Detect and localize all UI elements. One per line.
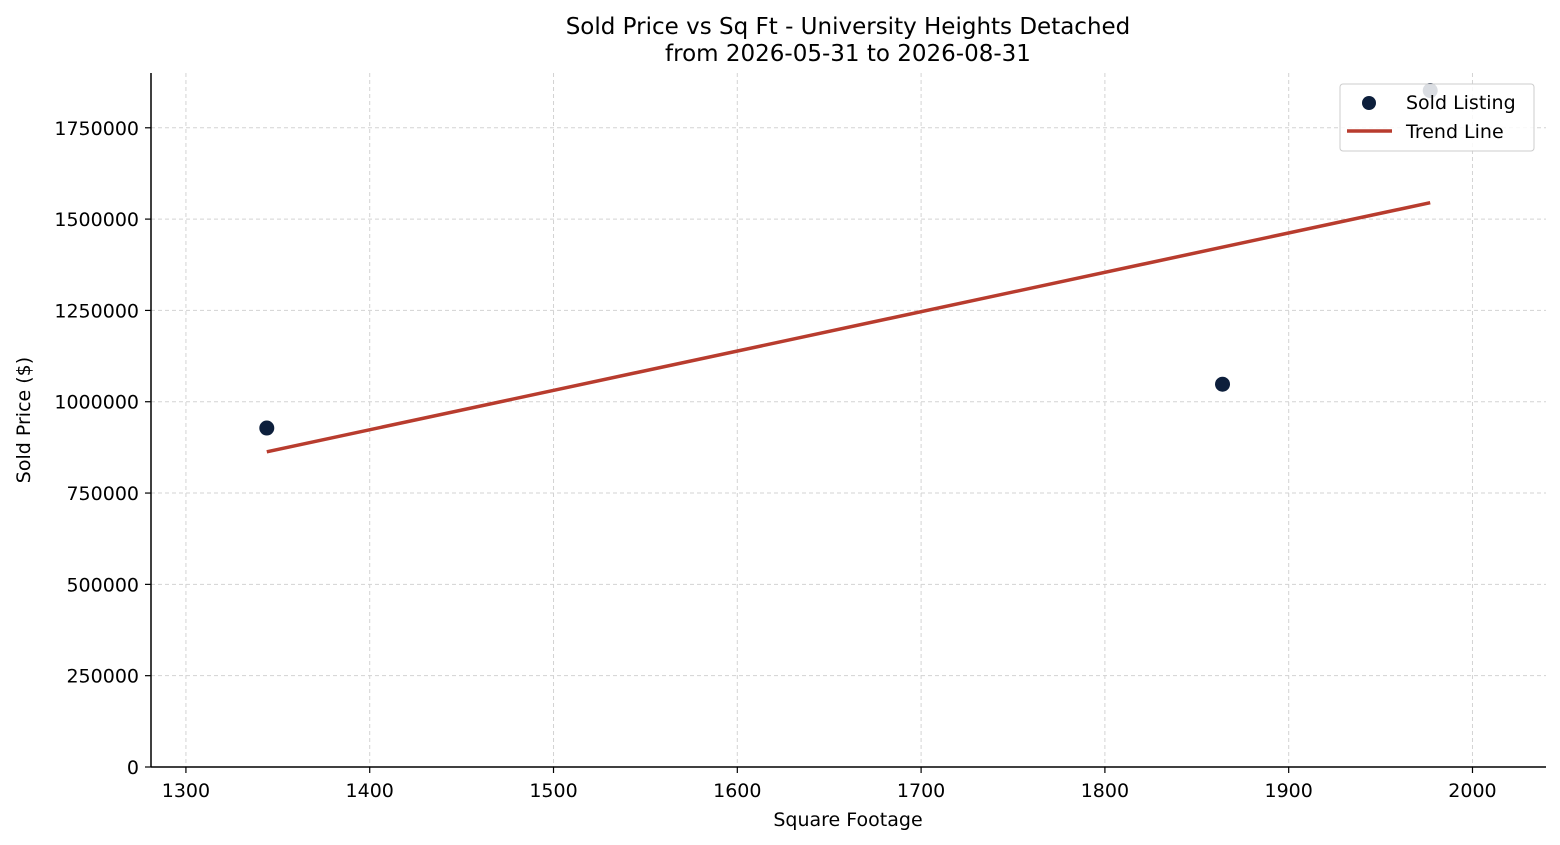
axes-layer [150, 73, 1546, 768]
y-tick-label: 1750000 [54, 118, 139, 140]
y-tick-label: 0 [127, 757, 139, 779]
sold-listing-point [1215, 376, 1231, 392]
ticks-layer: 1300 1400 1500 1600 1700 1800 1900 2000 0 250000 5… [54, 118, 1496, 802]
data-layer [259, 83, 1438, 454]
grid-layer [151, 73, 1546, 768]
chart-title-line1: Sold Price vs Sq Ft - University Heights… [566, 14, 1131, 40]
x-tick-label: 1500 [529, 780, 577, 802]
y-tick-label: 500000 [66, 574, 139, 596]
legend-label-sold-listing: Sold Listing [1406, 92, 1516, 114]
legend-box [1339, 83, 1535, 152]
x-tick-label: 1400 [346, 780, 394, 802]
x-tick-label: 2000 [1448, 780, 1496, 802]
x-tick-label: 1800 [1081, 780, 1129, 802]
y-tick-label: 1000000 [54, 392, 139, 414]
y-tick-label: 250000 [66, 666, 139, 688]
x-axis-label: Square Footage [773, 809, 922, 831]
sold-listing-point [259, 420, 275, 436]
y-tick-label: 1500000 [54, 209, 139, 231]
chart-title-line2: from 2026-05-31 to 2026-08-31 [665, 41, 1031, 67]
y-axis-label: Sold Price ($) [13, 357, 35, 483]
legend: Sold Listing Trend Line [1339, 83, 1535, 152]
x-tick-label: 1700 [897, 780, 945, 802]
x-tick-label: 1900 [1265, 780, 1313, 802]
x-tick-label: 1300 [162, 780, 210, 802]
y-tick-label: 1250000 [54, 300, 139, 322]
y-tick-label: 750000 [66, 483, 139, 505]
x-tick-label: 1600 [713, 780, 761, 802]
trend-line [266, 200, 1431, 454]
legend-marker-sold-listing [1362, 96, 1376, 110]
legend-label-trend-line: Trend Line [1405, 121, 1504, 143]
